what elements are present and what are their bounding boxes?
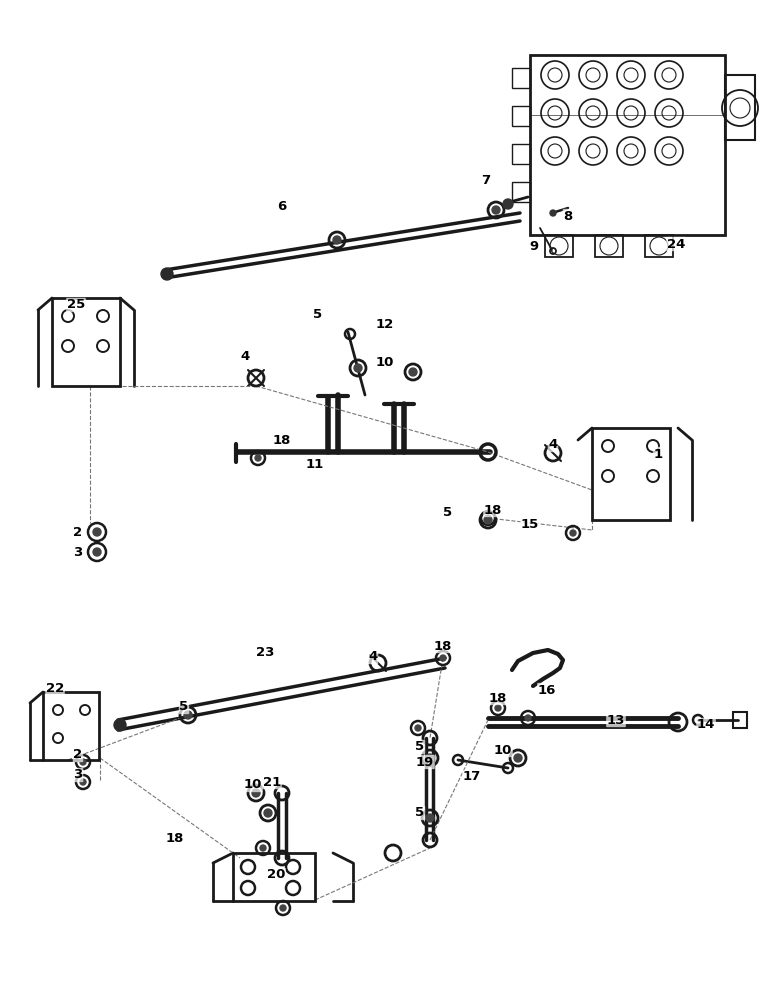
Text: 10: 10	[376, 357, 394, 369]
Circle shape	[550, 210, 556, 216]
Circle shape	[264, 809, 272, 817]
Bar	[512, 68, 530, 88]
Text: 2: 2	[73, 748, 83, 762]
Bar	[233, 853, 315, 901]
Circle shape	[161, 268, 173, 280]
Circle shape	[492, 206, 500, 214]
Text: 17: 17	[463, 770, 481, 784]
Circle shape	[440, 655, 446, 661]
Text: 3: 3	[73, 768, 83, 782]
Bar	[530, 55, 725, 235]
Bar	[52, 298, 120, 386]
Bar	[545, 235, 573, 257]
Circle shape	[570, 530, 576, 536]
Circle shape	[93, 548, 101, 556]
Text: 4: 4	[368, 650, 378, 664]
Bar	[512, 144, 530, 164]
Circle shape	[255, 455, 261, 461]
Text: 21: 21	[263, 776, 281, 788]
Bar	[733, 712, 747, 728]
Circle shape	[80, 759, 86, 765]
Text: 4: 4	[240, 351, 249, 363]
Text: 12: 12	[376, 318, 394, 332]
Circle shape	[514, 754, 522, 762]
Text: 5: 5	[415, 806, 425, 820]
Text: 20: 20	[267, 868, 285, 882]
Circle shape	[260, 845, 266, 851]
Circle shape	[525, 715, 531, 721]
Bar	[595, 235, 623, 257]
Circle shape	[485, 515, 491, 521]
Text: 18: 18	[489, 692, 507, 704]
Text: 5: 5	[415, 740, 425, 754]
Circle shape	[426, 814, 434, 822]
Text: 8: 8	[564, 210, 573, 223]
Circle shape	[252, 789, 260, 797]
Text: 9: 9	[530, 239, 539, 252]
Text: 14: 14	[697, 718, 715, 732]
Bar	[592, 428, 670, 520]
Circle shape	[280, 905, 286, 911]
Text: 1: 1	[653, 448, 662, 460]
Bar	[512, 106, 530, 126]
Text: 4: 4	[548, 438, 557, 452]
Text: 10: 10	[244, 778, 262, 792]
Text: 11: 11	[306, 458, 324, 472]
Circle shape	[415, 725, 421, 731]
Text: 3: 3	[73, 546, 83, 560]
Circle shape	[426, 754, 434, 762]
Text: 18: 18	[484, 504, 503, 516]
Circle shape	[409, 368, 417, 376]
Bar	[645, 235, 673, 257]
Text: 18: 18	[434, 640, 452, 652]
Text: 18: 18	[273, 434, 291, 446]
Circle shape	[93, 528, 101, 536]
Bar	[512, 182, 530, 202]
Text: 2: 2	[73, 526, 83, 540]
Text: 19: 19	[416, 756, 434, 768]
Text: 6: 6	[277, 200, 286, 214]
Text: 24: 24	[667, 237, 686, 250]
Text: 5: 5	[179, 700, 188, 714]
Circle shape	[114, 719, 126, 731]
Text: 10: 10	[494, 744, 512, 756]
Text: 16: 16	[538, 684, 556, 696]
Text: 5: 5	[313, 308, 323, 322]
Text: 13: 13	[607, 714, 625, 726]
Text: 25: 25	[67, 298, 85, 312]
Circle shape	[354, 364, 362, 372]
Circle shape	[80, 779, 86, 785]
Text: 7: 7	[482, 174, 490, 186]
Text: 22: 22	[46, 682, 64, 694]
Bar	[43, 692, 99, 760]
Text: 18: 18	[166, 832, 185, 844]
Circle shape	[184, 711, 192, 719]
Text: 5: 5	[443, 506, 452, 518]
Text: 23: 23	[256, 646, 274, 658]
Circle shape	[484, 516, 492, 524]
Circle shape	[503, 199, 513, 209]
Bar	[725, 75, 755, 140]
Text: 15: 15	[521, 518, 539, 532]
Circle shape	[333, 236, 341, 244]
Circle shape	[495, 705, 501, 711]
